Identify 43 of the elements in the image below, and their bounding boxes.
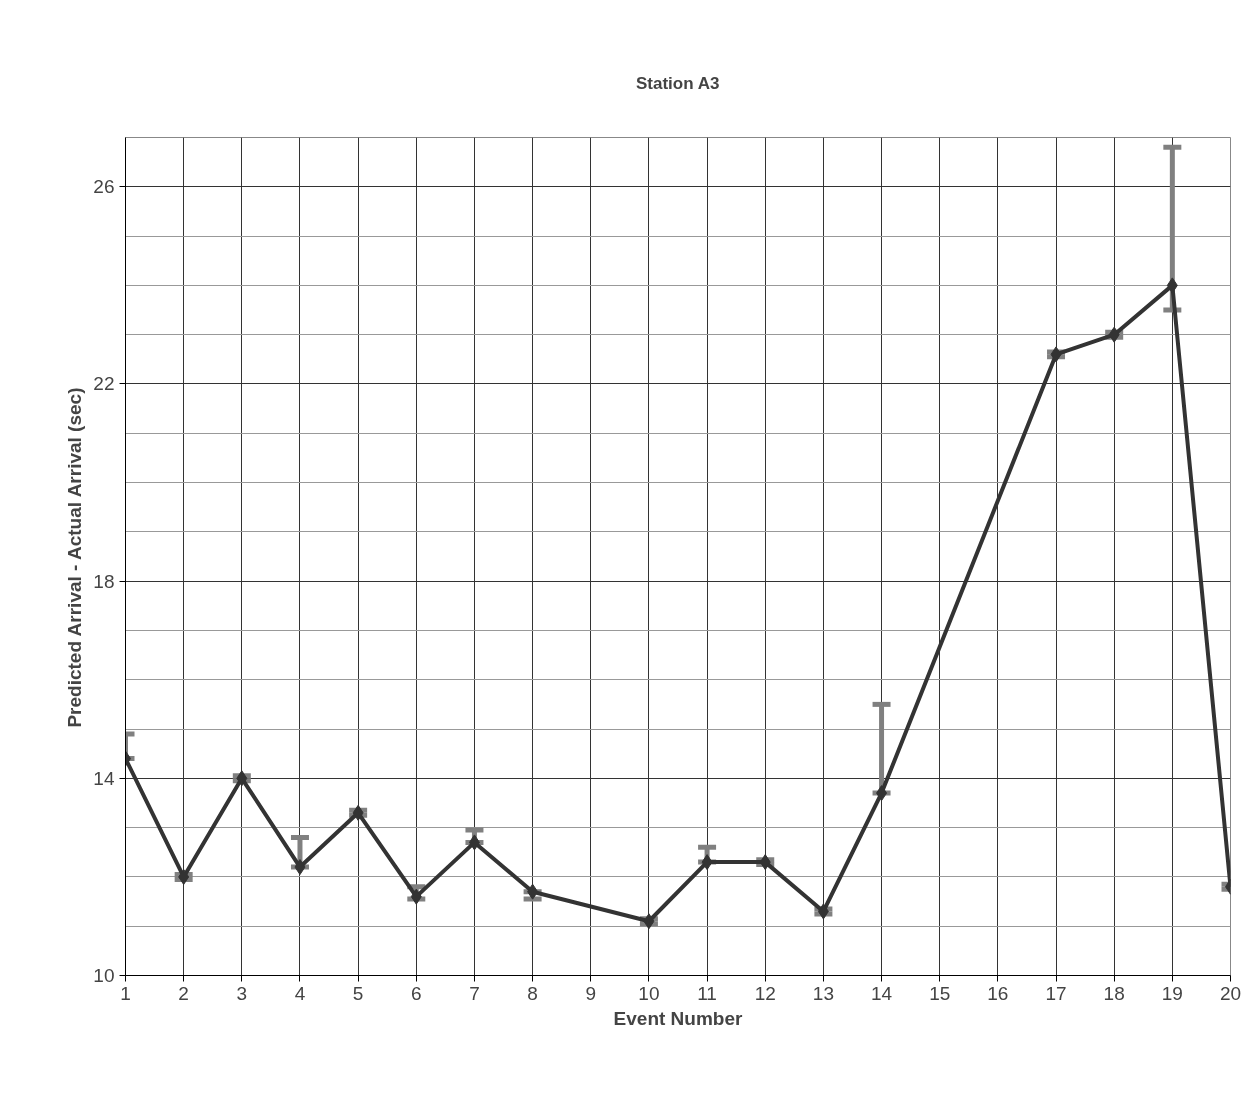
x-tick-label: 6 [411,982,422,1004]
x-tick-label: 11 [697,982,717,1004]
point [178,868,190,885]
y-tick-label: 18 [93,570,115,592]
x-tick-label: 9 [585,982,597,1004]
y-tick-label: 26 [93,176,115,198]
point [701,854,713,871]
x-tick-label: 1 [120,982,131,1004]
x-axis-title: Event Number [613,1007,744,1029]
y-tick-label: 10 [93,965,115,986]
point [410,888,422,905]
point [527,883,539,900]
x-tick-label: 18 [1103,982,1125,1004]
point [1166,277,1178,294]
y-tick-label: 22 [93,373,115,395]
x-tick-label: 17 [1045,982,1067,1004]
point [352,804,364,821]
point [876,785,888,802]
x-tick-label: 10 [638,982,660,1004]
x-tick-label: 16 [987,982,1009,1004]
chart-title: Station A3 [635,73,720,93]
point [1108,326,1120,343]
y-tick-label: 14 [93,767,115,789]
x-tick-label: 20 [1219,982,1242,1004]
x-tick-label: 3 [236,982,248,1004]
point [294,859,306,876]
point [468,834,480,851]
x-tick-label: 4 [294,982,306,1004]
point [643,913,655,930]
x-tick-label: 14 [870,982,893,1004]
point [236,770,248,787]
x-tick-label: 12 [754,982,776,1004]
point [1050,346,1062,363]
x-tick-label: 2 [178,982,189,1004]
x-tick-label: 19 [1161,982,1183,1004]
x-tick-label: 7 [469,982,480,1004]
point [817,903,829,920]
x-tick-label: 5 [352,982,364,1004]
x-tick-label: 15 [929,982,951,1004]
x-tick-label: 8 [527,982,538,1004]
y-axis-title: Predicted Arrival - Actual Arrival (sec) [64,387,86,728]
point [759,854,771,871]
x-tick-label: 13 [812,982,834,1004]
